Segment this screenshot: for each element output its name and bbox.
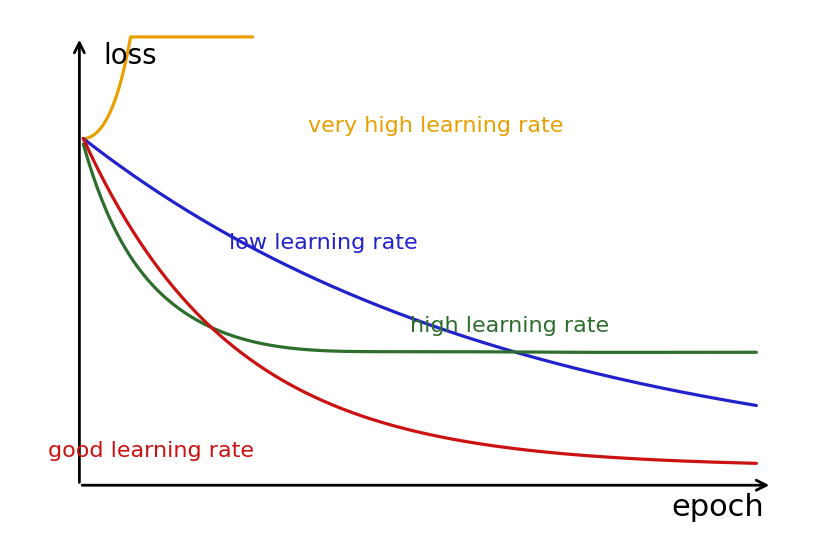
Text: good learning rate: good learning rate [48,441,254,462]
Text: loss: loss [103,42,156,70]
Text: epoch: epoch [671,493,763,522]
Text: very high learning rate: very high learning rate [307,116,563,136]
Text: low learning rate: low learning rate [229,233,417,253]
Text: high learning rate: high learning rate [410,316,609,336]
